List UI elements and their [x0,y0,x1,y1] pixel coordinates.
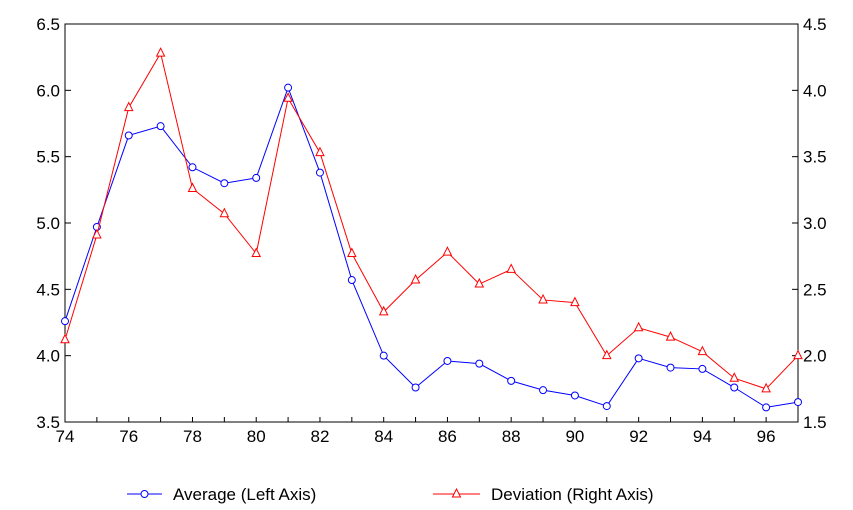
deviation-point [315,146,325,157]
plot-frame [64,23,799,423]
legend-item-deviation: Deviation (Right Axis) [433,485,654,504]
y-left-tick-label: 6.0 [36,81,60,100]
average-point [794,398,802,407]
average-point [475,359,484,368]
y-left-tick-label: 5.0 [36,214,60,233]
x-tick-label: 94 [693,427,712,446]
x-tick-label: 80 [247,427,266,446]
deviation-point [187,182,198,193]
legend-label: Average (Left Axis) [173,485,316,504]
x-tick-label: 90 [565,427,584,446]
x-tick-label: 76 [119,427,138,446]
deviation-point [442,246,453,256]
average-point [188,163,197,172]
deviation-point [410,273,421,284]
average-point [220,179,229,188]
average-point [347,276,356,285]
average-point [443,356,452,365]
average-line [64,86,799,408]
average-point [602,402,611,411]
average-point [730,383,739,392]
average-point [698,364,707,373]
x-tick-label: 96 [757,427,776,446]
deviation-series [60,47,803,393]
legend-marker [451,487,462,498]
average-point [507,376,516,385]
legend: Average (Left Axis) Deviation (Right Axis… [127,485,654,504]
y-left-tick-label: 6.5 [36,15,60,34]
legend-item-average: Average (Left Axis) [127,485,316,504]
average-point [284,83,293,92]
average-point [411,383,420,392]
x-tick-label: 78 [183,427,202,446]
x-tick-label: 74 [56,427,75,446]
y-right-tick-label: 1.5 [803,413,827,432]
deviation-point [538,293,548,304]
y-right-tick-label: 4.0 [803,81,827,100]
average-point [570,391,579,400]
y-left-tick-label: 4.0 [36,347,60,366]
y-right-tick-label: 2.0 [803,347,827,366]
x-tick-label: 86 [438,427,457,446]
deviation-point [570,296,580,307]
deviation-point [793,349,803,360]
average-point [634,354,643,363]
deviation-point [506,263,516,273]
deviation-point [697,345,708,356]
deviation-point [283,92,293,102]
x-tick-label: 92 [629,427,648,446]
legend-label: Deviation (Right Axis) [491,485,654,504]
y-right-tick-label: 2.5 [803,280,827,299]
y-left-tick-label: 4.5 [36,280,60,299]
average-point [124,131,133,140]
axes: 74 76 78 80 82 84 86 88 90 92 94 96 3.5 4.0 4.5 5.0 5.5 6… [36,15,826,446]
deviation-point [123,101,134,112]
y-right-tick-label: 3.0 [803,214,827,233]
deviation-point [729,372,740,382]
deviation-point [60,333,70,344]
series-layer [60,47,803,412]
x-tick-label: 82 [310,427,329,446]
deviation-point [251,247,262,258]
deviation-point [761,382,771,393]
average-point [379,351,388,360]
average-series [61,83,802,412]
average-point [762,403,771,412]
legend-marker [140,490,149,498]
deviation-point [92,228,102,239]
deviation-line [64,51,799,390]
average-point [61,317,69,326]
y-left-tick-label: 3.5 [36,413,60,432]
y-left-tick-label: 5.5 [36,148,60,167]
average-point [666,363,675,372]
deviation-point [155,47,166,57]
deviation-point [474,277,485,288]
x-tick-label: 84 [374,427,393,446]
average-point [315,168,324,177]
deviation-point [219,207,230,218]
average-point [539,386,548,395]
deviation-point [633,321,644,332]
y-right-tick-label: 4.5 [803,15,827,34]
deviation-point [378,305,389,316]
x-tick-label: 88 [502,427,521,446]
deviation-point [665,330,676,341]
deviation-point [347,247,357,258]
deviation-point [601,349,612,360]
average-point [252,173,261,182]
average-point [156,122,165,131]
y-right-tick-label: 3.5 [803,148,827,167]
